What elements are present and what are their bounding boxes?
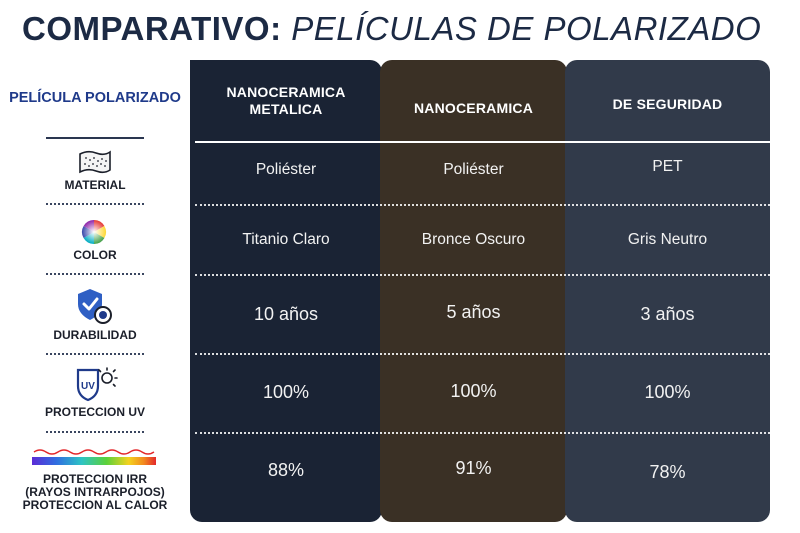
- cell-durabilidad: 5 años: [446, 302, 501, 322]
- cell-proteccion-irr: 88%: [267, 460, 305, 480]
- cell-proteccion-irr: 91%: [455, 458, 492, 478]
- svg-text:UV: UV: [81, 381, 95, 392]
- cell-proteccion-uv: 100%: [644, 382, 691, 402]
- row-divider: [195, 274, 770, 276]
- row-divider: [195, 204, 770, 206]
- label-header-divider: [46, 137, 144, 139]
- row-label-material: MATERIAL: [64, 178, 126, 192]
- cell-durabilidad: 3 años: [640, 304, 695, 324]
- cell-color: Titanio Claro: [242, 231, 330, 248]
- shield-check-icon: [78, 289, 112, 324]
- rainbow-heat-wave-icon: [32, 449, 156, 465]
- label-divider: [46, 273, 144, 275]
- label-divider: [46, 431, 144, 433]
- label-divider: [46, 353, 144, 355]
- cell-proteccion-uv: 100%: [450, 381, 497, 401]
- uv-sun-shield-icon: UV: [76, 367, 118, 402]
- cell-color: Gris Neutro: [627, 231, 708, 248]
- row-label-color: COLOR: [73, 248, 117, 262]
- cell-proteccion-irr: 78%: [649, 462, 686, 482]
- title-italic: PELÍCULAS DE POLARIZADO: [291, 10, 762, 47]
- cell-color: Bronce Oscuro: [421, 231, 526, 248]
- page-title: COMPARATIVO: PELÍCULAS DE POLARIZADO: [22, 8, 761, 50]
- row-label-durabilidad: DURABILIDAD: [53, 328, 137, 342]
- column-header: NANOCERAMICA: [413, 99, 534, 116]
- row-labels-column: PELÍCULA POLARIZADO MATERIAL COLOR: [0, 60, 190, 525]
- row-label-irr-line-2: (RAYOS INTRARPOJOS): [25, 485, 165, 499]
- column-nanoceramica: NANOCERAMICA Poliéster Bronce Oscuro 5 a…: [380, 60, 567, 522]
- cell-material: Poliéster: [443, 161, 504, 178]
- header-divider: [195, 141, 770, 143]
- row-label-proteccion-irr: PROTECCION IRR (RAYOS INTRARPOJOS) PROTE…: [0, 473, 190, 512]
- column-nanoceramica-metalica: NANOCERAMICA METALICA Poliéster Titanio …: [190, 60, 382, 522]
- color-wheel-icon: [81, 220, 107, 244]
- cell-material: PET: [652, 158, 683, 175]
- column-header: DE SEGURIDAD: [612, 95, 723, 112]
- row-divider: [195, 432, 770, 434]
- column-header-line-1: NANOCERAMICA: [226, 84, 346, 100]
- column-de-seguridad: DE SEGURIDAD PET Gris Neutro 3 años 100%…: [565, 60, 770, 522]
- row-divider: [195, 353, 770, 355]
- cell-material: Poliéster: [255, 161, 317, 178]
- column-header-line-2: METALICA: [249, 101, 323, 117]
- row-label-irr-line-3: PROTECCION AL CALOR: [22, 498, 168, 512]
- label-divider: [46, 203, 144, 205]
- fabric-icon: [79, 150, 111, 174]
- row-label-proteccion-uv: PROTECCION UV: [44, 405, 145, 419]
- cell-durabilidad: 10 años: [253, 304, 319, 324]
- row-label-irr-line-1: PROTECCION IRR: [42, 472, 147, 486]
- cell-proteccion-uv: 100%: [262, 382, 310, 402]
- column-header: NANOCERAMICA METALICA: [190, 60, 382, 142]
- title-bold: COMPARATIVO:: [22, 10, 282, 47]
- label-column-header: PELÍCULA POLARIZADO: [9, 90, 181, 106]
